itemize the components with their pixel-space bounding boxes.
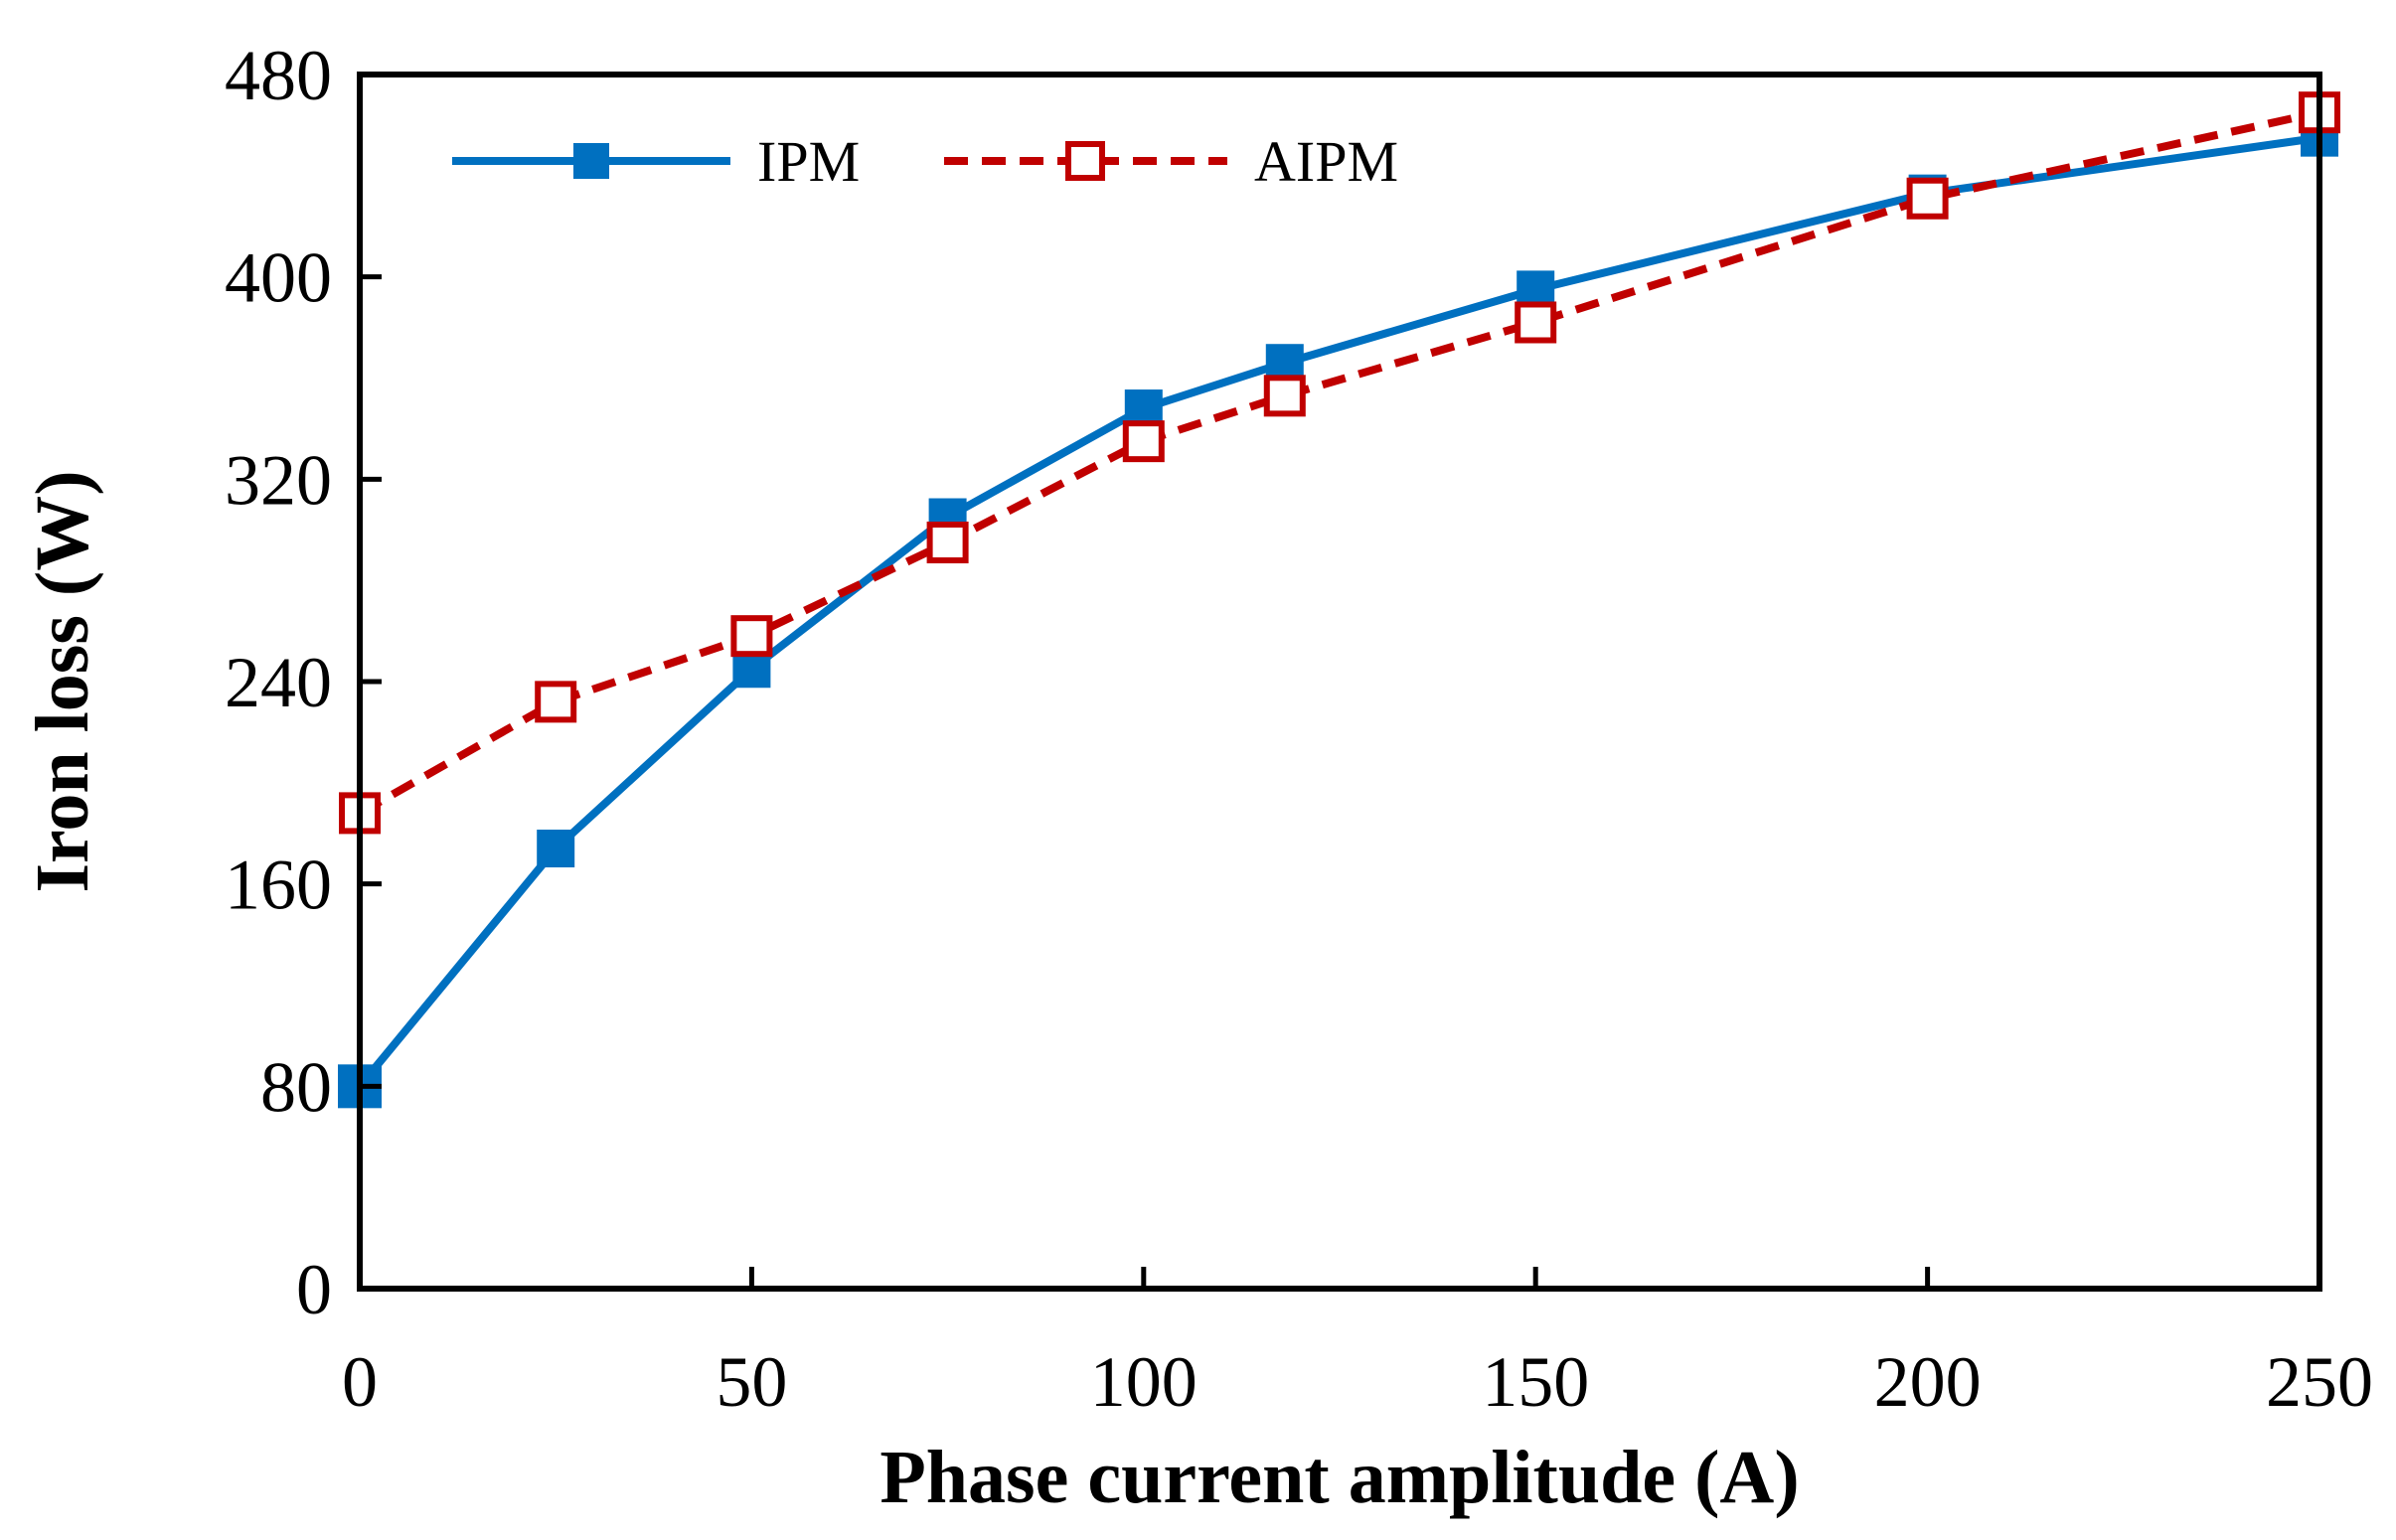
legend-marker-ipm [573, 143, 609, 179]
data-point-ipm [1124, 389, 1163, 428]
data-point-ipm [537, 830, 575, 868]
data-point-ipm [1265, 344, 1304, 383]
y-tick-label: 160 [225, 846, 332, 925]
y-axis-title: Iron loss (W) [21, 470, 104, 892]
legend-label-aipm: AIPM [1254, 129, 1398, 194]
data-point-aipm [1122, 420, 1165, 463]
x-tick-label: 200 [1874, 1342, 1982, 1422]
y-tick-label: 480 [225, 36, 332, 115]
data-point-aipm [535, 681, 577, 723]
legend: IPM AIPM [452, 129, 1398, 194]
axes-layer: 0 80 160 240 320 400 480 0 50 100 150 200 250 [225, 36, 2373, 1422]
legend-item-ipm: IPM [452, 129, 860, 194]
y-tick-label: 0 [296, 1250, 332, 1329]
y-tick-label: 400 [225, 238, 332, 318]
legend-marker-aipm [1065, 141, 1105, 181]
data-point-aipm [926, 521, 969, 563]
y-tick-label: 80 [260, 1047, 332, 1127]
x-tick-label: 0 [342, 1342, 378, 1422]
y-tick-label: 320 [225, 440, 332, 520]
x-tick-label: 250 [2266, 1342, 2373, 1422]
x-tick-label: 50 [716, 1342, 787, 1422]
data-point-aipm [730, 615, 773, 658]
x-axis-title: Phase current amplitude (A) [879, 1436, 1799, 1519]
data-point-aipm [1515, 301, 1557, 344]
data-point-ipm [1517, 270, 1555, 309]
data-point-aipm [1906, 177, 1949, 220]
x-tick-label: 100 [1090, 1342, 1198, 1422]
legend-label-ipm: IPM [757, 129, 860, 194]
data-point-aipm [1263, 375, 1306, 417]
legend-item-aipm: AIPM [944, 129, 1398, 194]
x-tick-label: 150 [1482, 1342, 1589, 1422]
y-tick-label: 240 [225, 643, 332, 722]
